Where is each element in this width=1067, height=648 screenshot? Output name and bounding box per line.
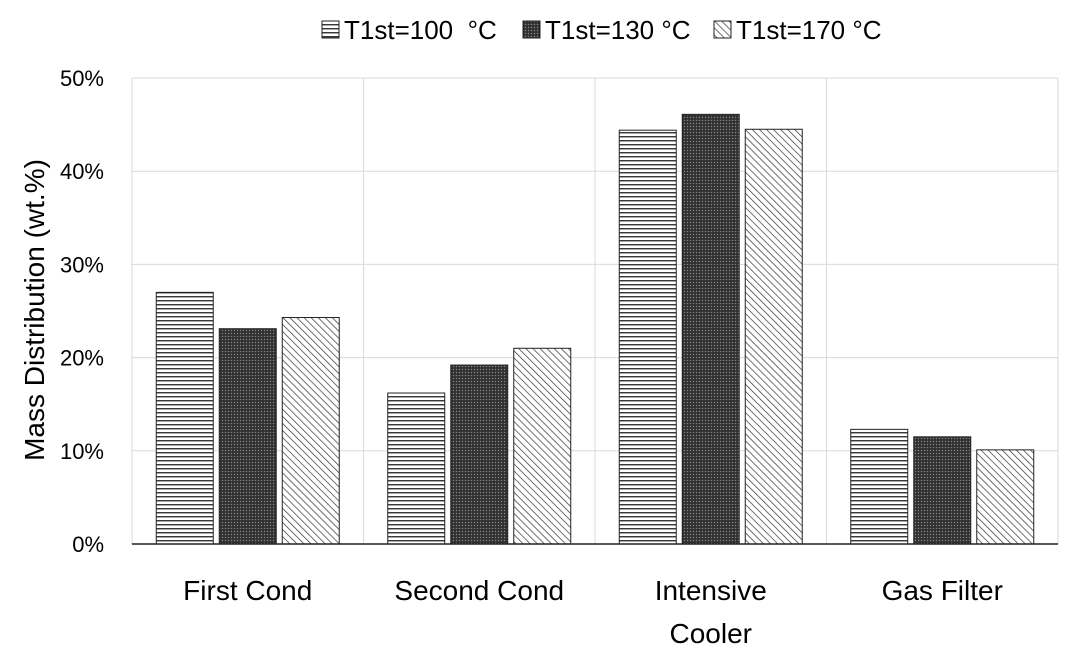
legend: T1st=100 °C T1st=130 °C T1st=170 °C [321, 15, 882, 45]
x-category-label: Intensive [655, 575, 767, 606]
x-category-label: Cooler [670, 618, 752, 648]
x-category-label: First Cond [183, 575, 312, 606]
bar-series-2 [913, 436, 972, 545]
y-tick-label: 40% [60, 159, 104, 184]
bar-series-3 [281, 317, 340, 545]
legend-label: T1st=100 °C [344, 15, 497, 45]
legend-label: T1st=130 °C [545, 15, 691, 45]
bar-series-3 [513, 347, 572, 545]
y-tick-labels: 0% 10% 20% 30% 40% 50% [60, 66, 104, 557]
y-tick-label: 10% [60, 439, 104, 464]
x-category-label: Second Cond [394, 575, 564, 606]
legend-swatch [321, 20, 340, 39]
y-tick-label: 0% [72, 532, 104, 557]
bar-series-2 [450, 364, 509, 545]
x-category-label: Gas Filter [882, 575, 1003, 606]
legend-label: T1st=170 °C [736, 15, 882, 45]
bar-series-1 [155, 291, 214, 545]
bar-series-2 [218, 328, 277, 545]
y-axis-label: Mass Distribution (wt.%) [19, 159, 50, 461]
bar-series-1 [850, 428, 909, 545]
bar-series-3 [744, 128, 803, 545]
y-tick-label: 20% [60, 346, 104, 371]
y-tick-label: 30% [60, 252, 104, 277]
x-category-labels: First Cond Second Cond Intensive Cooler Gas … [183, 575, 1003, 648]
bar-series-3 [976, 449, 1035, 545]
bar-series-1 [387, 392, 446, 545]
y-tick-label: 50% [60, 66, 104, 91]
bar-series-2 [681, 113, 740, 545]
bar-series-1 [618, 129, 677, 545]
legend-swatch [522, 20, 541, 39]
legend-swatch [713, 20, 732, 39]
